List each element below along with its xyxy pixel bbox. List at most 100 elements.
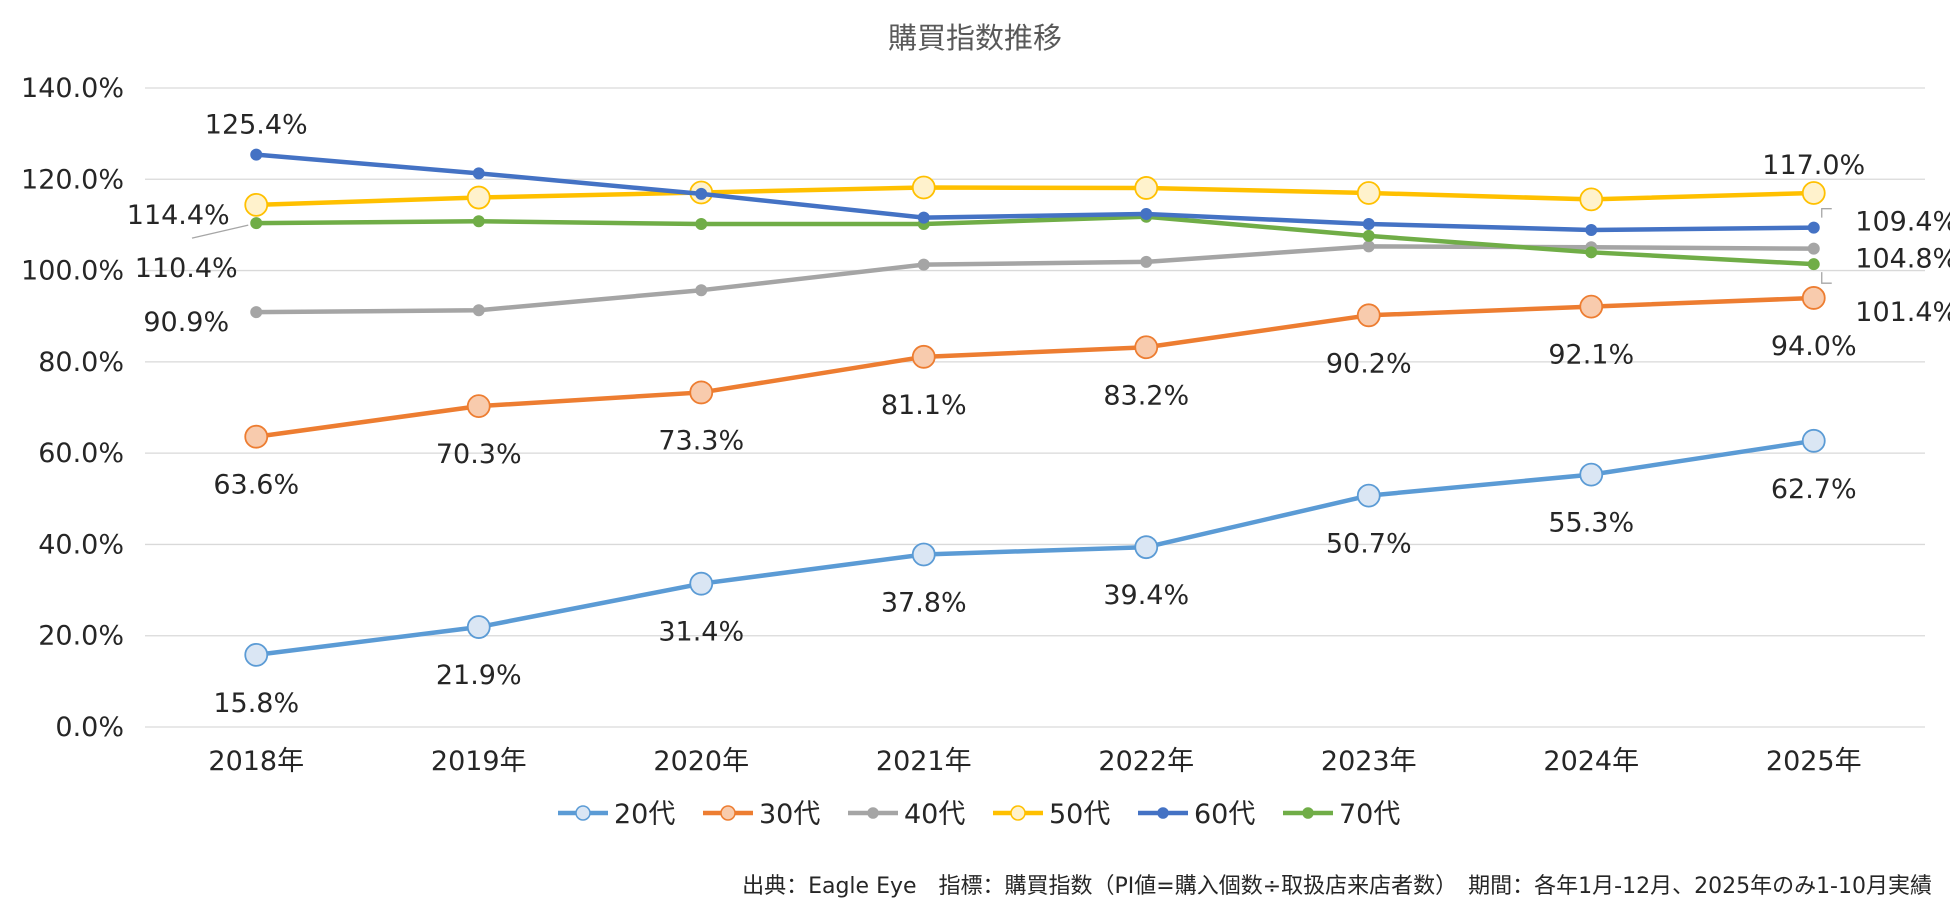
- data-point: [1579, 294, 1604, 319]
- data-label: 39.4%: [1103, 580, 1189, 611]
- data-label: 55.3%: [1548, 508, 1634, 539]
- x-tick-label: 2023年: [1321, 746, 1417, 777]
- y-axis-ticks: 0.0% 20.0% 40.0% 60.0% 80.0% 100.0% 120.0% 140.…: [21, 73, 124, 743]
- data-point: [1801, 286, 1826, 310]
- data-point: [1134, 535, 1159, 560]
- data-point: [1134, 335, 1159, 360]
- series-line: [256, 185, 1814, 208]
- data-point: [1362, 229, 1375, 242]
- data-point: [466, 394, 491, 419]
- data-point: [1356, 303, 1381, 328]
- data-point: [689, 571, 714, 596]
- data-point: [1801, 181, 1826, 205]
- legend-item-40代: 40代: [848, 799, 965, 830]
- data-label: 109.4%: [1855, 207, 1950, 238]
- data-label: 63.6%: [213, 470, 299, 501]
- data-label: 94.0%: [1771, 331, 1857, 362]
- data-label: 81.1%: [881, 390, 967, 421]
- source-note: 出典：Eagle Eye 指標：購買指数（PI値=購入個数÷取扱店来店者数） 期…: [742, 874, 1932, 899]
- data-point: [1356, 483, 1381, 508]
- data-point: [466, 615, 491, 639]
- leader-line: [1821, 208, 1832, 218]
- legend-item-30代: 30代: [703, 799, 820, 830]
- series-50代: [244, 175, 1826, 217]
- data-point: [1356, 181, 1381, 205]
- data-labels: 15.8% 21.9% 31.4% 37.8% 39.4% 50.7% 55.3% 62.7%…: [127, 110, 1950, 719]
- legend-label: 50代: [1049, 799, 1110, 830]
- data-point: [1579, 462, 1604, 487]
- data-label: 62.7%: [1771, 474, 1857, 505]
- data-label: 73.3%: [658, 425, 744, 456]
- y-tick-label: 40.0%: [38, 529, 124, 560]
- data-point: [472, 215, 485, 228]
- data-label: 50.7%: [1326, 529, 1412, 560]
- data-label: 104.8%: [1855, 244, 1950, 275]
- series-line: [256, 152, 1814, 233]
- data-point: [1140, 207, 1153, 220]
- data-point: [695, 187, 708, 200]
- data-point: [472, 304, 485, 317]
- legend-marker: [1010, 805, 1026, 821]
- data-point: [695, 284, 708, 297]
- data-label: 15.8%: [213, 688, 299, 719]
- legend-marker: [867, 807, 879, 819]
- y-tick-label: 100.0%: [21, 256, 124, 287]
- data-point: [244, 192, 269, 217]
- data-point: [1585, 246, 1598, 259]
- x-tick-label: 2024年: [1543, 746, 1639, 777]
- data-point: [917, 258, 930, 271]
- leader-line: [191, 224, 249, 239]
- series-line: [256, 244, 1814, 315]
- y-tick-label: 20.0%: [38, 621, 124, 652]
- data-point: [1362, 240, 1375, 253]
- legend-item-20代: 20代: [558, 799, 675, 830]
- legend-marker: [1302, 807, 1314, 819]
- data-label: 90.9%: [143, 307, 229, 338]
- data-label: 31.4%: [658, 617, 744, 648]
- legend-item-50代: 50代: [993, 799, 1110, 830]
- data-point: [911, 542, 936, 567]
- series-line: [255, 438, 1815, 658]
- legend-label: 40代: [904, 799, 965, 830]
- data-point: [917, 211, 930, 224]
- data-point: [689, 380, 714, 405]
- y-tick-label: 60.0%: [38, 438, 124, 469]
- data-label: 92.1%: [1548, 340, 1634, 371]
- legend-marker: [720, 805, 736, 821]
- y-tick-label: 80.0%: [38, 347, 124, 378]
- data-point: [911, 175, 936, 200]
- data-point: [1807, 258, 1820, 271]
- series-30代: [244, 286, 1826, 449]
- series-40代: [250, 240, 1820, 319]
- series-60代: [250, 148, 1820, 236]
- series-70代: [250, 210, 1820, 271]
- x-tick-label: 2025年: [1766, 746, 1862, 777]
- data-point: [1134, 176, 1159, 200]
- legend: 20代 30代 40代 50代 60代 70代: [558, 799, 1400, 830]
- data-point: [1807, 242, 1820, 255]
- data-point: [1579, 187, 1604, 212]
- data-point: [1140, 255, 1153, 268]
- x-tick-label: 2019年: [431, 746, 527, 777]
- x-tick-label: 2021年: [876, 746, 972, 777]
- legend-label: 70代: [1339, 799, 1400, 830]
- y-tick-label: 120.0%: [21, 164, 124, 195]
- x-tick-label: 2018年: [208, 746, 304, 777]
- data-point: [1807, 221, 1820, 234]
- data-label: 101.4%: [1855, 297, 1950, 328]
- x-axis-ticks: 2018年 2019年 2020年 2021年 2022年 2023年 2024年 2025年: [208, 746, 1861, 777]
- data-point: [250, 148, 263, 161]
- legend-item-70代: 70代: [1283, 799, 1400, 830]
- data-point: [250, 217, 263, 230]
- x-tick-label: 2022年: [1098, 746, 1194, 777]
- data-label: 90.2%: [1326, 348, 1412, 379]
- legend-label: 60代: [1194, 799, 1255, 830]
- data-point: [244, 642, 269, 667]
- data-label: 110.4%: [135, 253, 238, 284]
- legend-label: 30代: [759, 799, 820, 830]
- data-point: [466, 185, 491, 210]
- series-line: [256, 214, 1814, 267]
- legend-item-60代: 60代: [1138, 799, 1255, 830]
- data-label: 70.3%: [436, 439, 522, 470]
